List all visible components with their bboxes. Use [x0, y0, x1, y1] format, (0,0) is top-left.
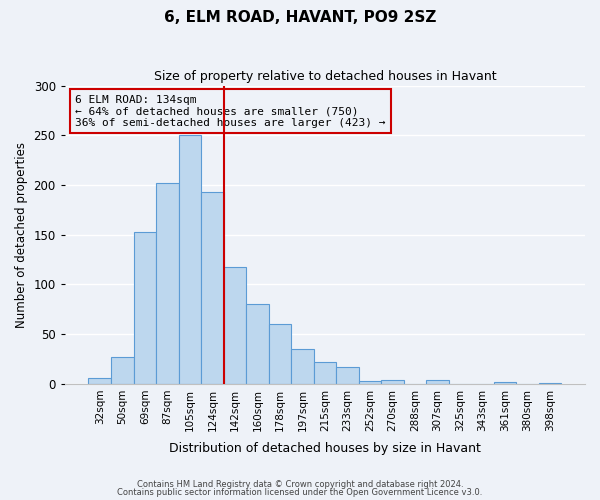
Text: 6, ELM ROAD, HAVANT, PO9 2SZ: 6, ELM ROAD, HAVANT, PO9 2SZ	[164, 10, 436, 25]
Bar	[201, 192, 224, 384]
Bar	[291, 349, 314, 384]
Bar	[88, 378, 111, 384]
Bar	[179, 136, 201, 384]
Bar	[336, 367, 359, 384]
Bar	[134, 232, 156, 384]
Text: Contains HM Land Registry data © Crown copyright and database right 2024.: Contains HM Land Registry data © Crown c…	[137, 480, 463, 489]
Bar	[426, 380, 449, 384]
Bar	[314, 362, 336, 384]
Bar	[156, 183, 179, 384]
Bar	[381, 380, 404, 384]
Bar	[224, 266, 246, 384]
Text: 6 ELM ROAD: 134sqm
← 64% of detached houses are smaller (750)
36% of semi-detach: 6 ELM ROAD: 134sqm ← 64% of detached hou…	[75, 94, 386, 128]
Title: Size of property relative to detached houses in Havant: Size of property relative to detached ho…	[154, 70, 496, 83]
Bar	[111, 357, 134, 384]
X-axis label: Distribution of detached houses by size in Havant: Distribution of detached houses by size …	[169, 442, 481, 455]
Y-axis label: Number of detached properties: Number of detached properties	[15, 142, 28, 328]
Bar	[269, 324, 291, 384]
Text: Contains public sector information licensed under the Open Government Licence v3: Contains public sector information licen…	[118, 488, 482, 497]
Bar	[539, 383, 562, 384]
Bar	[359, 381, 381, 384]
Bar	[246, 304, 269, 384]
Bar	[494, 382, 517, 384]
